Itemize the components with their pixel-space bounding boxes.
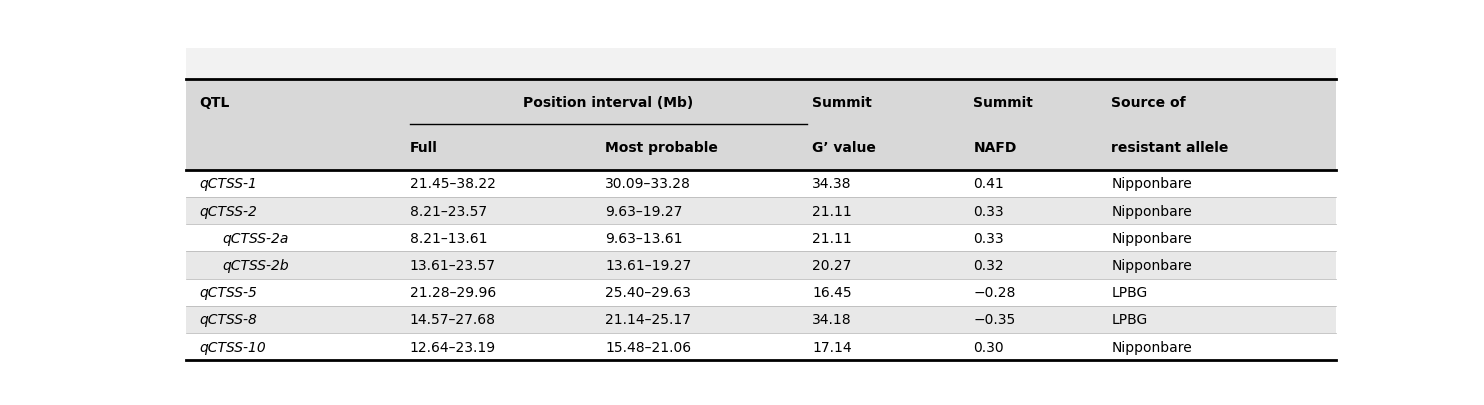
Text: Summit: Summit	[974, 96, 1033, 109]
Text: Most probable: Most probable	[605, 141, 718, 155]
Text: Position interval (Mb): Position interval (Mb)	[522, 96, 693, 109]
Text: 21.11: 21.11	[812, 204, 852, 218]
Text: 30.09–33.28: 30.09–33.28	[605, 177, 692, 191]
Text: 9.63–13.61: 9.63–13.61	[605, 231, 683, 245]
Bar	[186, 125, 1336, 170]
Bar	[186, 252, 1336, 279]
Text: 0.30: 0.30	[974, 340, 1005, 354]
Text: 21.45–38.22: 21.45–38.22	[410, 177, 496, 191]
Text: 0.32: 0.32	[974, 258, 1005, 272]
Text: LPBG: LPBG	[1112, 313, 1147, 327]
Bar	[186, 306, 1336, 333]
Text: 8.21–23.57: 8.21–23.57	[410, 204, 487, 218]
Text: 34.18: 34.18	[812, 313, 852, 327]
Text: 16.45: 16.45	[812, 286, 852, 299]
Text: qCTSS-5: qCTSS-5	[199, 286, 257, 299]
Text: 17.14: 17.14	[812, 340, 852, 354]
Text: 0.33: 0.33	[974, 204, 1005, 218]
Text: −0.35: −0.35	[974, 313, 1015, 327]
Text: 20.27: 20.27	[812, 258, 852, 272]
Text: 9.63–19.27: 9.63–19.27	[605, 204, 683, 218]
Text: 21.28–29.96: 21.28–29.96	[410, 286, 496, 299]
Text: 0.33: 0.33	[974, 231, 1005, 245]
Text: 12.64–23.19: 12.64–23.19	[410, 340, 496, 354]
Text: 34.38: 34.38	[812, 177, 852, 191]
Text: 25.40–29.63: 25.40–29.63	[605, 286, 692, 299]
Text: G’ value: G’ value	[812, 141, 876, 155]
Text: 21.14–25.17: 21.14–25.17	[605, 313, 692, 327]
Text: qCTSS-8: qCTSS-8	[199, 313, 257, 327]
Text: QTL: QTL	[199, 96, 230, 109]
Text: qCTSS-2: qCTSS-2	[199, 204, 257, 218]
Text: 14.57–27.68: 14.57–27.68	[410, 313, 496, 327]
Text: Nipponbare: Nipponbare	[1112, 258, 1192, 272]
Text: 13.61–23.57: 13.61–23.57	[410, 258, 496, 272]
Bar	[186, 197, 1336, 224]
Bar	[186, 49, 1336, 80]
Text: Nipponbare: Nipponbare	[1112, 340, 1192, 354]
Bar	[186, 333, 1336, 360]
Text: Nipponbare: Nipponbare	[1112, 231, 1192, 245]
Text: 13.61–19.27: 13.61–19.27	[605, 258, 692, 272]
Text: resistant allele: resistant allele	[1112, 141, 1229, 155]
Bar	[186, 80, 1336, 125]
Text: 15.48–21.06: 15.48–21.06	[605, 340, 692, 354]
Bar	[186, 224, 1336, 252]
Text: −0.28: −0.28	[974, 286, 1015, 299]
Text: 8.21–13.61: 8.21–13.61	[410, 231, 487, 245]
Text: Full: Full	[410, 141, 438, 155]
Text: qCTSS-10: qCTSS-10	[199, 340, 266, 354]
Bar	[186, 170, 1336, 197]
Text: qCTSS-1: qCTSS-1	[199, 177, 257, 191]
Text: Summit: Summit	[812, 96, 873, 109]
Text: Nipponbare: Nipponbare	[1112, 177, 1192, 191]
Text: 21.11: 21.11	[812, 231, 852, 245]
Text: NAFD: NAFD	[974, 141, 1017, 155]
Text: qCTSS-2a: qCTSS-2a	[223, 231, 289, 245]
Text: qCTSS-2b: qCTSS-2b	[223, 258, 289, 272]
Text: 0.41: 0.41	[974, 177, 1005, 191]
Text: Source of: Source of	[1112, 96, 1186, 109]
Text: Nipponbare: Nipponbare	[1112, 204, 1192, 218]
Bar	[186, 279, 1336, 306]
Text: LPBG: LPBG	[1112, 286, 1147, 299]
